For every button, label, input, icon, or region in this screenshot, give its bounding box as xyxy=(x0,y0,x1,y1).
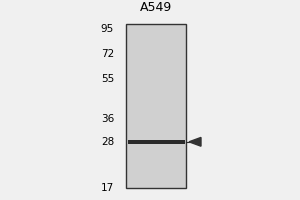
Bar xyxy=(126,24,186,188)
Polygon shape xyxy=(189,137,201,146)
Text: 28: 28 xyxy=(101,137,114,147)
Text: 72: 72 xyxy=(101,49,114,59)
Text: 36: 36 xyxy=(101,114,114,124)
Text: 55: 55 xyxy=(101,74,114,84)
Text: 95: 95 xyxy=(101,24,114,34)
Text: 17: 17 xyxy=(101,183,114,193)
Text: A549: A549 xyxy=(140,1,172,14)
Bar xyxy=(126,24,186,188)
Bar xyxy=(128,140,184,144)
